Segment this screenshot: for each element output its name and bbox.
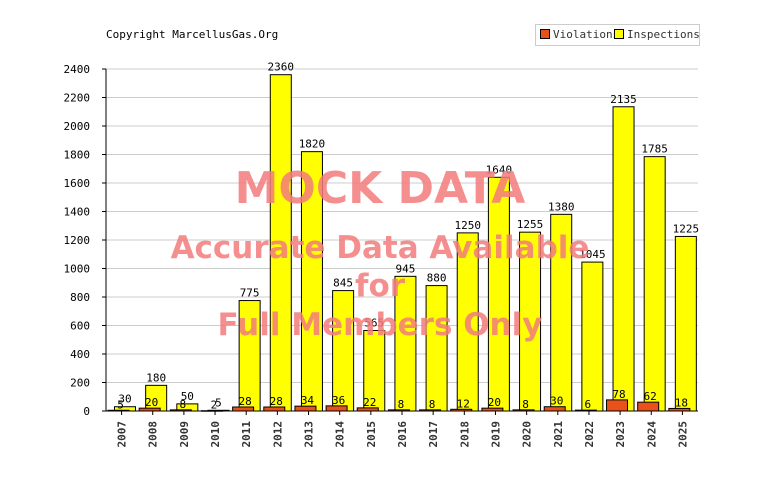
violations-value-label: 2: [211, 399, 218, 412]
violations-value-label: 28: [239, 395, 252, 408]
legend-swatch-inspections: [614, 29, 624, 39]
x-tick-label: 2016: [396, 421, 409, 448]
inspections-value-label: 880: [427, 272, 447, 285]
x-tick-label: 2010: [209, 421, 222, 448]
y-tick-label: 800: [70, 291, 90, 304]
inspections-value-label: 1785: [641, 143, 668, 156]
inspections-value-label: 565: [364, 316, 384, 329]
x-tick-label: 2024: [645, 421, 658, 448]
legend-label-inspections: Inspections: [627, 28, 700, 41]
x-tick-label: 2019: [489, 421, 502, 448]
x-tick-label: 2013: [303, 421, 316, 448]
inspections-value-label: 945: [395, 262, 415, 275]
y-tick-label: 1200: [64, 234, 91, 247]
x-tick-label: 2007: [116, 421, 129, 448]
violations-value-label: 78: [612, 388, 625, 401]
violations-bar-2023: [606, 399, 629, 412]
y-tick-label: 1000: [64, 263, 91, 276]
axis-layer: 0200400600800100012001400160018002000220…: [64, 63, 698, 448]
y-tick-label: 2200: [64, 92, 91, 105]
inspections-value-label: 5: [215, 396, 222, 409]
violations-value-label: 8: [522, 398, 529, 411]
y-tick-label: 1400: [64, 206, 91, 219]
inspections-bar-2025: [674, 235, 697, 412]
x-tick-label: 2009: [178, 421, 191, 448]
chart-legend: Violations Inspections: [535, 24, 700, 46]
inspections-value-label: 1225: [673, 222, 700, 235]
inspections-value-label: 1045: [579, 248, 606, 261]
x-tick-label: 2014: [334, 421, 347, 448]
inspections-value-label: 180: [146, 371, 166, 384]
watermark: MOCK DATA Accurate Data Available for Fu…: [171, 163, 590, 343]
y-tick-label: 1800: [64, 149, 91, 162]
violations-value-label: 6: [585, 398, 592, 411]
legend-entry-inspections: Inspections: [614, 29, 700, 41]
y-tick-label: 2000: [64, 120, 91, 133]
violations-value-label: 34: [301, 394, 315, 407]
legend-entry-violations: Violations: [540, 29, 619, 41]
copyright-text: Copyright MarcellusGas.Org: [106, 28, 279, 41]
y-tick-label: 400: [70, 348, 90, 361]
violations-value-label: 62: [644, 390, 657, 403]
inspections-value-label: 2360: [268, 61, 295, 74]
violations-value-label: 8: [398, 398, 405, 411]
inspections-bar-2017: [425, 285, 448, 412]
violations-bar-2024: [637, 401, 660, 412]
y-tick-label: 1600: [64, 177, 91, 190]
violations-value-label: 20: [488, 396, 501, 409]
watermark-line-2: Accurate Data Available: [171, 230, 590, 266]
inspections-value-label: 1255: [517, 218, 544, 231]
x-tick-label: 2018: [458, 421, 471, 448]
violations-value-label: 8: [429, 398, 436, 411]
x-tick-label: 2022: [583, 421, 596, 448]
x-tick-label: 2015: [365, 421, 378, 448]
violations-value-label: 8: [180, 398, 187, 411]
violations-value-label: 20: [145, 396, 158, 409]
x-tick-label: 2023: [614, 421, 627, 448]
inspections-bar-2023: [612, 106, 635, 412]
violations-value-label: 28: [270, 395, 283, 408]
legend-label-violations: Violations: [553, 28, 620, 41]
inspections-value-label: 1250: [454, 219, 481, 232]
watermark-line-1: MOCK DATA: [235, 163, 526, 214]
inspections-value-label: 1820: [299, 138, 326, 151]
inspections-value-label: 775: [240, 287, 260, 300]
inspections-bar-2022: [581, 261, 604, 412]
y-tick-label: 2400: [64, 63, 91, 76]
violations-value-label: 36: [332, 394, 345, 407]
x-tick-label: 2012: [271, 421, 284, 448]
y-tick-label: 0: [83, 405, 90, 418]
inspections-value-label: 845: [333, 277, 353, 290]
watermark-line-4: Full Members Only: [218, 307, 543, 343]
y-tick-label: 200: [70, 377, 90, 390]
inspections-bar-2024: [643, 156, 666, 412]
violations-value-label: 12: [457, 397, 470, 410]
x-tick-label: 2017: [427, 421, 440, 448]
x-tick-label: 2020: [521, 421, 534, 448]
x-tick-label: 2021: [552, 421, 565, 448]
x-tick-label: 2008: [147, 421, 160, 448]
inspections-value-label: 50: [181, 390, 194, 403]
x-tick-label: 2011: [240, 421, 253, 448]
violations-value-label: 5: [117, 398, 124, 411]
bars-layer: [107, 74, 697, 412]
legend-swatch-violations: [540, 29, 550, 39]
inspections-value-label: 1640: [486, 163, 513, 176]
violations-value-label: 18: [675, 396, 688, 409]
y-tick-label: 600: [70, 320, 90, 333]
violations-value-label: 30: [550, 395, 563, 408]
violations-value-label: 22: [363, 396, 376, 409]
x-tick-label: 2025: [676, 421, 689, 448]
watermark-line-3: for: [355, 268, 406, 304]
inspections-value-label: 30: [118, 393, 131, 406]
inspections-value-label: 1380: [548, 200, 575, 213]
inspections-value-label: 2135: [610, 93, 637, 106]
